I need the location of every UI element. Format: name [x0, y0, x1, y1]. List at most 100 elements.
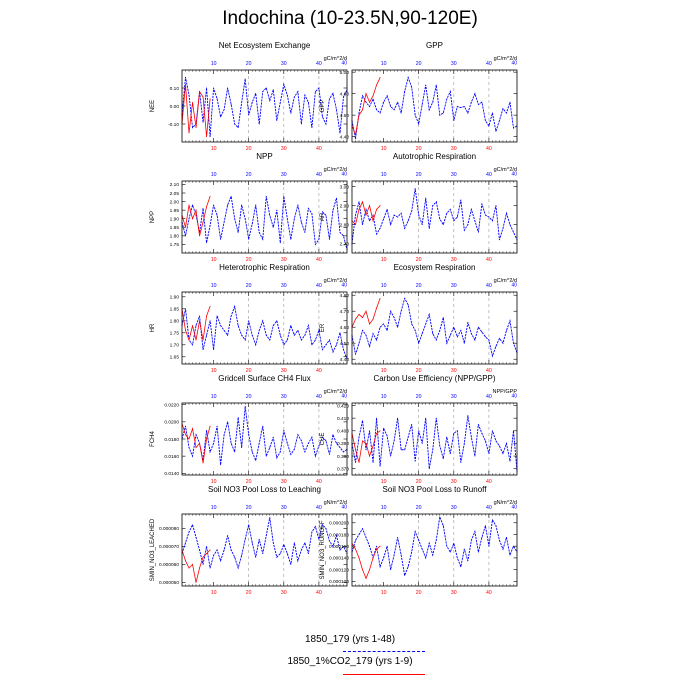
data-point-experiment — [365, 310, 367, 312]
y-tick-label: 1.75 — [170, 242, 180, 248]
data-point-experiment — [199, 235, 201, 237]
data-point-control — [290, 112, 292, 114]
data-point-control — [477, 231, 479, 233]
data-point-control — [286, 442, 288, 444]
data-point-control — [470, 333, 472, 335]
data-point-control — [390, 224, 392, 226]
data-point-control — [209, 320, 211, 322]
panel-smin-no3-runoff: Soil NO3 Pool Loss to Runoff gN/m^2/d SMIN… — [320, 485, 518, 596]
data-point-control — [425, 557, 427, 559]
data-point-control — [428, 227, 430, 229]
data-point-control — [502, 108, 504, 110]
data-point-control — [248, 238, 250, 240]
data-point-experiment — [192, 325, 193, 327]
data-point-control — [379, 465, 381, 467]
x-tick-label-bottom: 20 — [246, 368, 252, 374]
data-point-control — [248, 114, 250, 116]
data-point-control — [227, 421, 229, 423]
data-point-control — [379, 566, 381, 568]
data-point-control — [509, 224, 511, 226]
y-tick-label: 3.00 — [340, 184, 350, 190]
data-point-experiment — [195, 447, 197, 449]
data-point-control — [467, 112, 469, 114]
x-tick-label-bottom: 30 — [451, 146, 457, 152]
x-tick-label-bottom: 20 — [246, 257, 252, 263]
data-point-control — [195, 325, 197, 327]
data-point-control — [272, 436, 274, 438]
data-point-control — [449, 91, 451, 92]
data-point-experiment — [372, 318, 374, 320]
data-point-control — [506, 112, 507, 114]
data-point-control — [269, 447, 271, 449]
panel-hr: Heterotrophic Respiration gC/m^2/d HR 10 20 3… — [150, 263, 348, 374]
data-point-experiment — [185, 560, 186, 562]
data-point-control — [279, 553, 281, 555]
data-point-control — [339, 549, 341, 551]
data-point-control — [307, 553, 309, 555]
data-point-control — [502, 453, 504, 454]
data-point-control — [192, 524, 193, 526]
data-point-control — [251, 542, 253, 544]
data-point-experiment — [365, 93, 367, 95]
data-point-control — [206, 545, 208, 547]
data-point-control — [376, 545, 378, 547]
data-point-control — [206, 242, 208, 244]
data-point-experiment — [355, 318, 356, 320]
data-point-experiment — [192, 428, 193, 430]
x-tick-label-top: 40 — [316, 394, 322, 400]
data-point-control — [276, 457, 278, 459]
data-point-control — [293, 96, 295, 98]
x-tick-label-bottom: 40 — [316, 590, 322, 596]
data-point-control — [192, 204, 193, 206]
data-point-control — [414, 114, 416, 116]
data-point-control — [446, 342, 448, 344]
data-point-control — [237, 325, 239, 327]
data-point-control — [314, 526, 316, 528]
y-tick-label: 1.70 — [170, 343, 180, 349]
data-point-experiment — [185, 226, 186, 228]
data-point-control — [321, 211, 323, 213]
data-point-control — [304, 334, 306, 336]
data-point-control — [223, 109, 225, 111]
data-point-control — [255, 459, 257, 461]
data-point-experiment — [355, 134, 356, 135]
data-point-experiment — [376, 432, 378, 434]
panel-npp: NPP gC/m^2/d NPP 10 20 30 40 10 20 30 40 40 1.75 1.80… — [150, 152, 348, 263]
data-point-control — [213, 442, 215, 444]
legend-swatch-experiment — [343, 674, 425, 675]
data-point-control — [463, 229, 465, 231]
y-tick-label: 0.0200 — [164, 420, 179, 426]
data-point-control — [463, 106, 465, 107]
x-tick-label-bottom: 40 — [316, 479, 322, 485]
data-point-control — [227, 334, 229, 336]
data-point-control — [192, 344, 193, 346]
series-line-experiment — [351, 77, 381, 136]
data-point-control — [421, 103, 423, 105]
data-point-control — [421, 224, 423, 226]
data-point-control — [379, 112, 381, 114]
y-axis-label: AR — [320, 212, 326, 221]
x-tick-label-bottom: 10 — [211, 257, 217, 263]
data-point-experiment — [365, 577, 367, 579]
data-point-control — [283, 429, 285, 431]
data-point-control — [488, 339, 490, 341]
data-point-control — [185, 235, 186, 237]
y-tick-label: 0.000060 — [159, 562, 179, 568]
data-point-control — [484, 120, 486, 121]
data-point-control — [199, 549, 201, 551]
y-tick-label: 4.40 — [340, 134, 350, 140]
x-tick-label-top: 40 — [486, 61, 492, 67]
data-point-control — [484, 525, 486, 527]
data-point-control — [414, 329, 416, 331]
data-point-control — [258, 442, 260, 444]
y-tick-label: 0.000080 — [159, 526, 179, 532]
data-point-control — [460, 329, 462, 331]
data-point-experiment — [376, 307, 378, 309]
data-point-control — [328, 98, 330, 100]
data-point-control — [383, 101, 385, 103]
data-point-control — [449, 334, 451, 336]
y-tick-label: 0.000120 — [329, 567, 349, 573]
data-point-control — [258, 538, 260, 540]
data-point-control — [258, 329, 260, 331]
data-point-control — [202, 207, 204, 209]
